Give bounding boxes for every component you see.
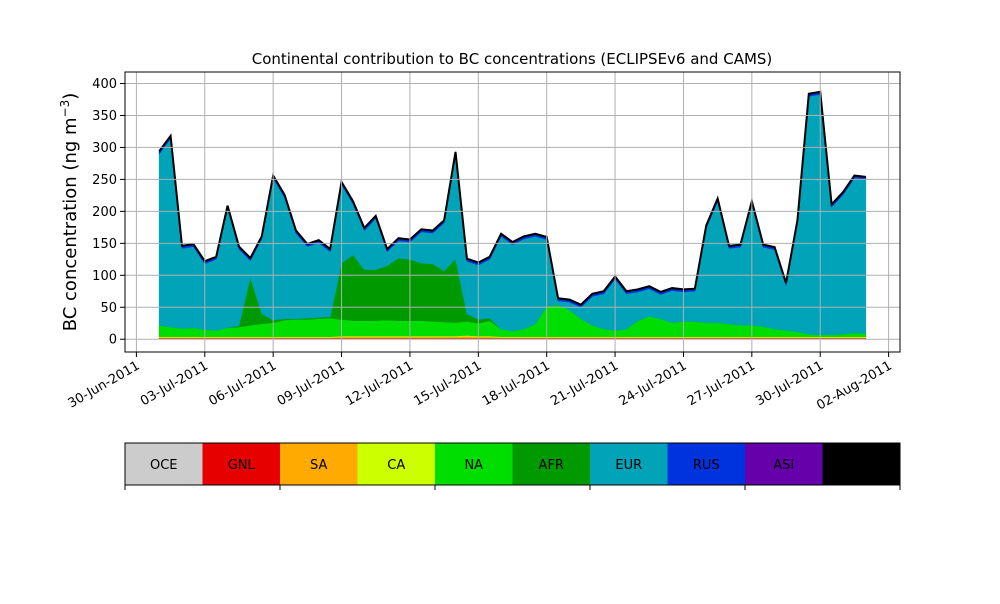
legend-swatch-aus	[822, 443, 900, 485]
legend-label-afr: AFR	[539, 458, 564, 473]
legend-label-gnl: GNL	[228, 458, 256, 473]
y-tick-label: 100	[92, 269, 117, 284]
legend-swatch-ca	[357, 443, 435, 485]
legend-swatch-gnl	[202, 443, 280, 485]
legend-label-na: NA	[464, 458, 483, 473]
legend-frame	[124, 442, 901, 486]
total-outline	[158, 90, 866, 306]
legend: OCE GNL SA CA NA AFR EUR RUS ASI AUS	[124, 442, 901, 490]
legend-label-eur: EUR	[615, 458, 642, 473]
y-tick-label: 250	[92, 173, 117, 188]
legend-swatch-eur	[590, 443, 668, 485]
axes-frame	[124, 71, 901, 353]
legend-label-asi: ASI	[773, 458, 794, 473]
y-axis-label-close: )	[60, 93, 81, 100]
y-tick-label: 150	[92, 237, 117, 252]
y-tick-label: 400	[92, 77, 117, 92]
legend-label-ca: CA	[387, 458, 405, 473]
legend-label-aus: AUS	[848, 458, 875, 473]
y-tick-label: 350	[92, 109, 117, 124]
y-tick-label: 0	[109, 333, 117, 348]
chart-title: Continental contribution to BC concentra…	[252, 50, 773, 68]
legend-label-rus: RUS	[693, 458, 720, 473]
legend-swatch-asi	[745, 443, 823, 485]
legend-swatch-sa	[280, 443, 358, 485]
legend-label-oce: OCE	[150, 458, 178, 473]
y-axis-label-base: BC concentration (ng m	[60, 117, 81, 331]
legend-swatch-afr	[512, 443, 590, 485]
y-tick-label: 50	[100, 301, 117, 316]
y-tick-label: 300	[92, 141, 117, 156]
plot-area: 05010015020025030035040030-Jun-201103-Ju…	[66, 71, 901, 414]
legend-swatch-oce	[125, 443, 203, 485]
y-axis-label-superscript: −3	[58, 100, 72, 118]
y-axis-label: BC concentration (ng m−3)	[58, 93, 81, 332]
legend-label-sa: SA	[310, 458, 327, 473]
y-tick-label: 200	[92, 205, 117, 220]
legend-swatch-rus	[667, 443, 745, 485]
legend-swatch-na	[435, 443, 513, 485]
